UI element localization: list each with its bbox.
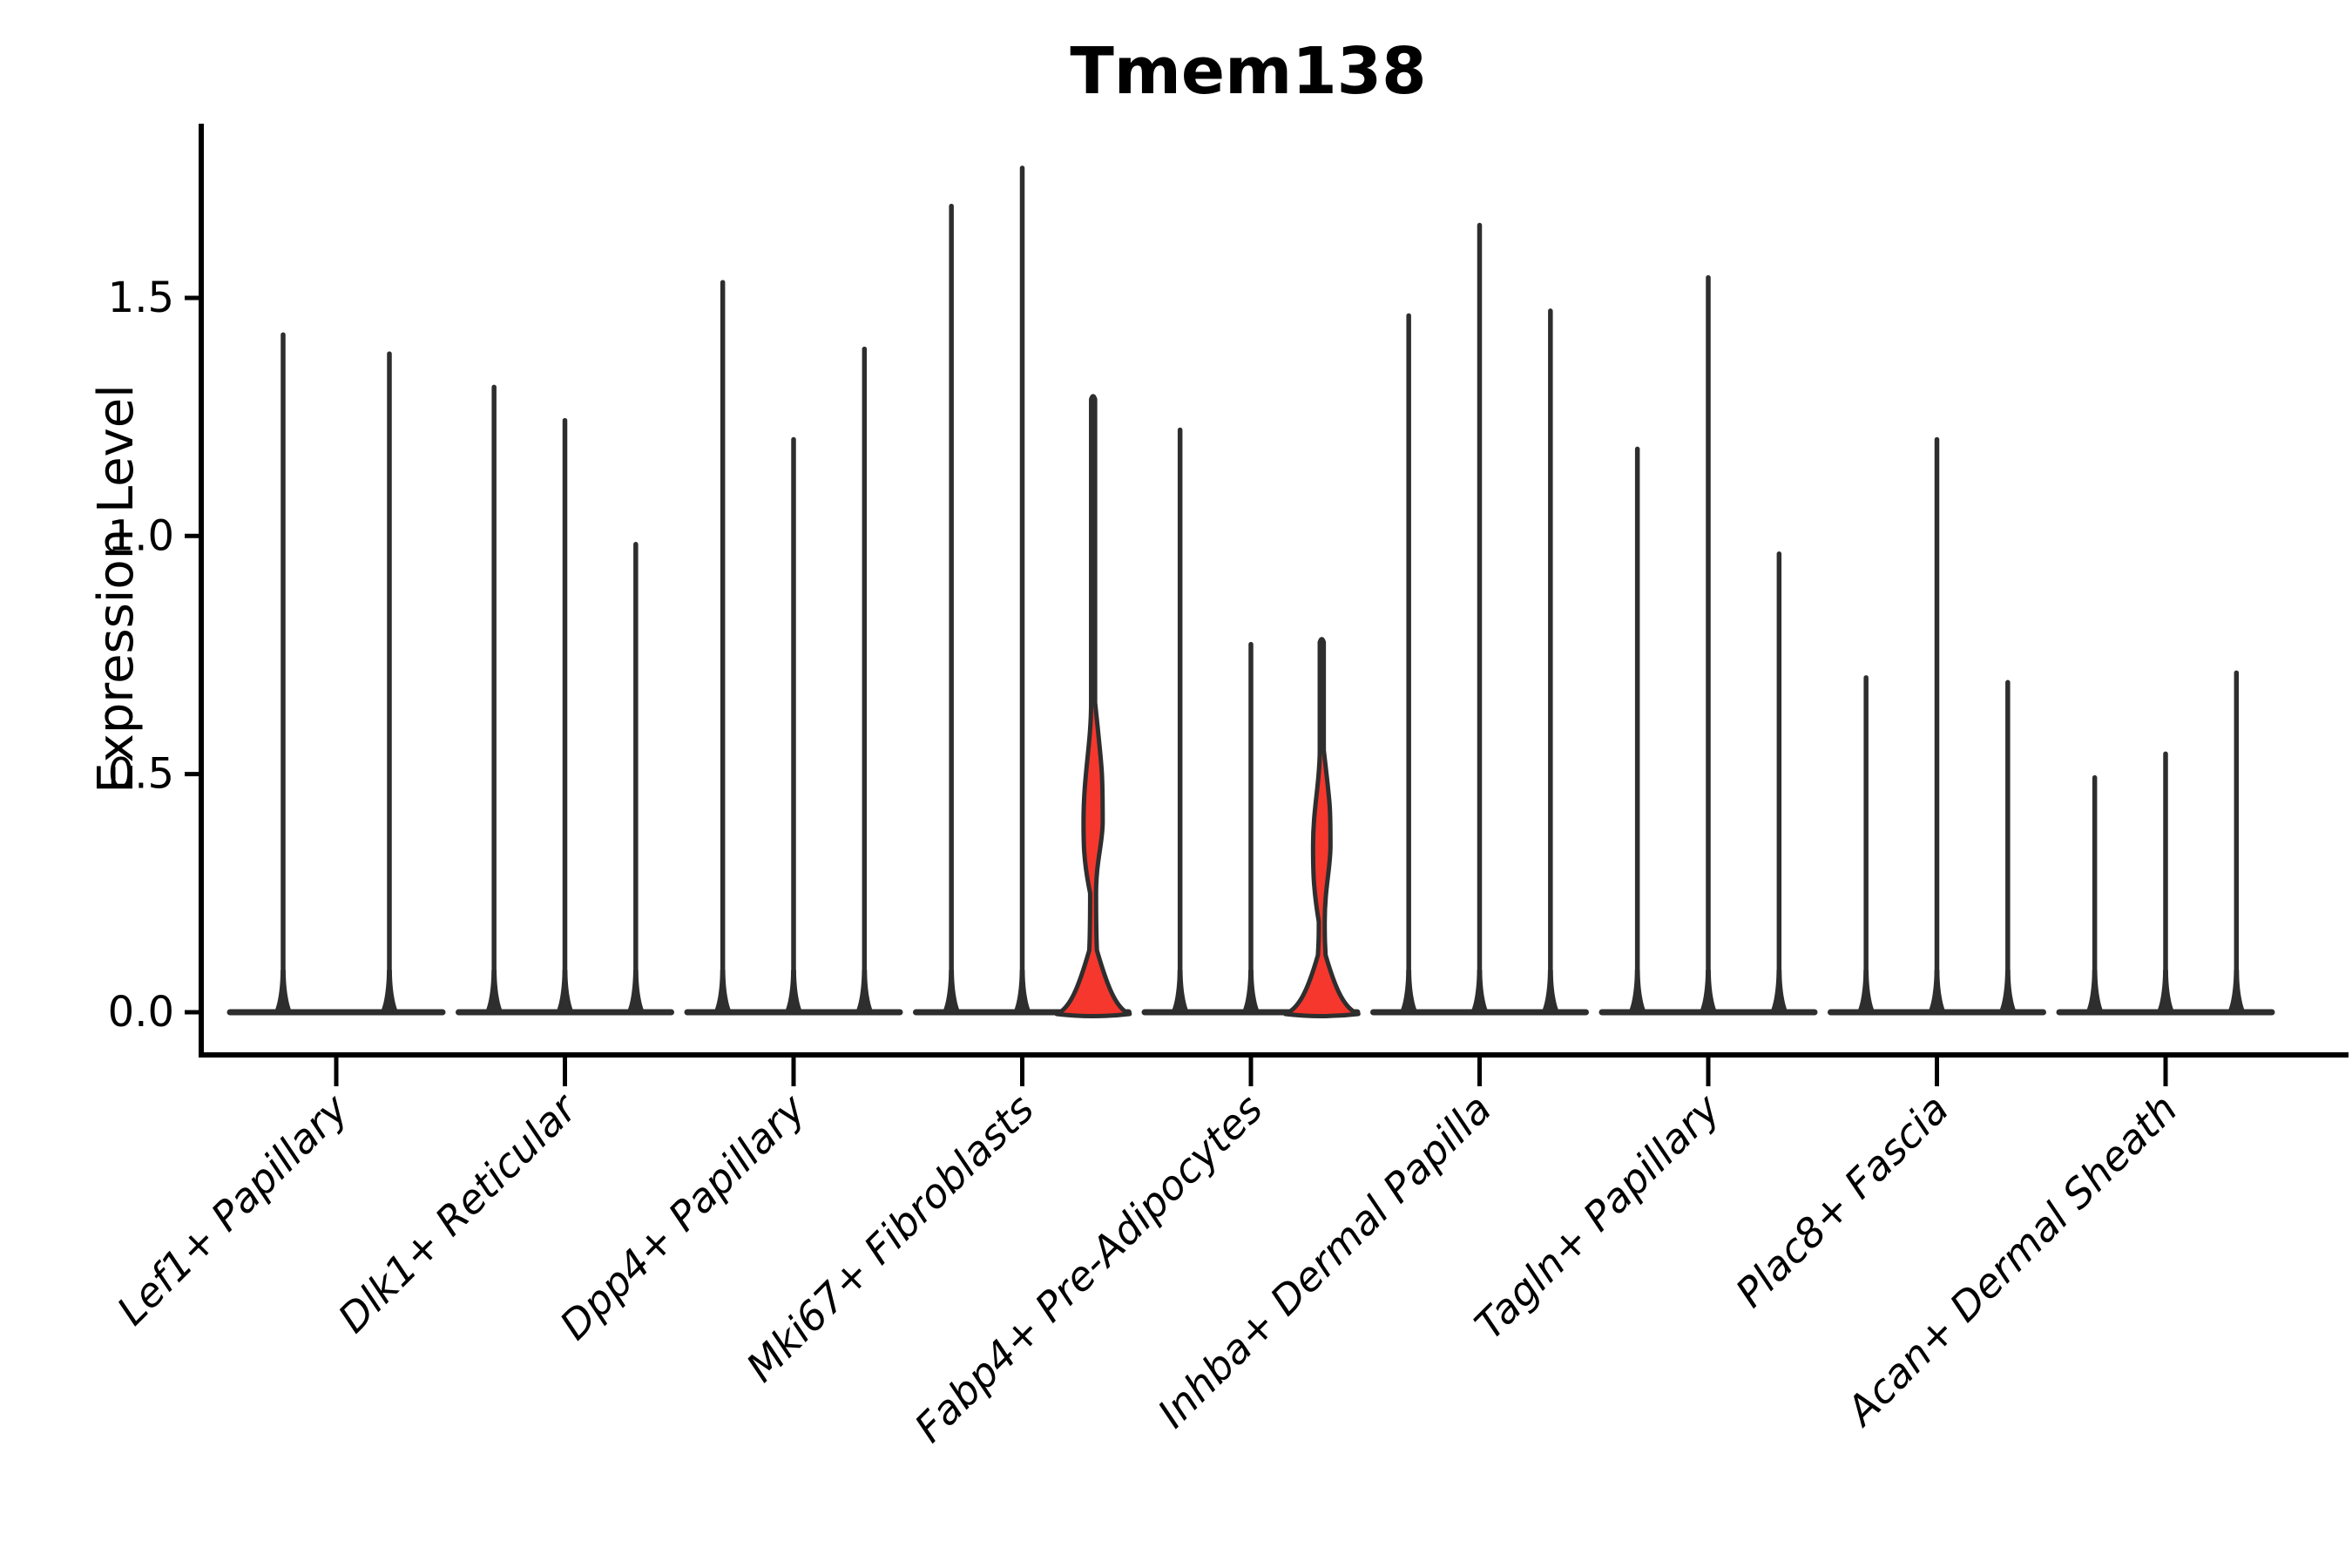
- violin-spike-base-flare: [1697, 970, 1720, 1016]
- chart-title: Tmem138: [1070, 34, 1426, 109]
- violin-spike-base-flare: [2154, 970, 2177, 1016]
- violin-spike-base-flare: [1538, 970, 1562, 1016]
- y-axis-label: Expression Level: [88, 384, 145, 794]
- violin-spike-base-flare: [1468, 970, 1491, 1016]
- violin-spike-base-flare: [2225, 970, 2248, 1016]
- violin-spike-base-flare: [1767, 970, 1791, 1016]
- violin-spike-base-flare: [1996, 970, 2019, 1016]
- y-tick-label: 1.5: [108, 274, 174, 322]
- y-tick-label: 0.5: [108, 750, 174, 799]
- violin-spike-base-flare: [553, 970, 577, 1016]
- violin-spike-base-flare: [1625, 970, 1649, 1016]
- y-tick-label: 1.0: [108, 511, 174, 560]
- violin-spike-base-flare: [1240, 970, 1262, 1016]
- violin-spike-base-flare: [378, 970, 401, 1016]
- violin-spike-base-flare: [1168, 970, 1192, 1016]
- violin-filled-highlight: [1054, 394, 1132, 1018]
- violin-spike-base-flare: [1397, 970, 1421, 1016]
- violin-spike-base-flare: [2083, 970, 2106, 1016]
- violin-spike-base-flare: [1010, 970, 1034, 1016]
- violin-spike-base-flare: [272, 970, 294, 1016]
- violin-spike-base-flare: [624, 970, 647, 1016]
- violin-spike-base-flare: [483, 970, 506, 1016]
- y-tick-label: 0.0: [108, 988, 174, 1037]
- violin-spike-base-flare: [940, 970, 963, 1016]
- violin-spike-base-flare: [782, 970, 805, 1016]
- violin-spike-base-flare: [853, 970, 876, 1016]
- violin-spike-base-flare: [711, 970, 734, 1016]
- violin-filled-highlight: [1282, 637, 1361, 1018]
- violin-spike-base-flare: [1925, 970, 1949, 1016]
- violin-spike-base-flare: [1855, 970, 1878, 1016]
